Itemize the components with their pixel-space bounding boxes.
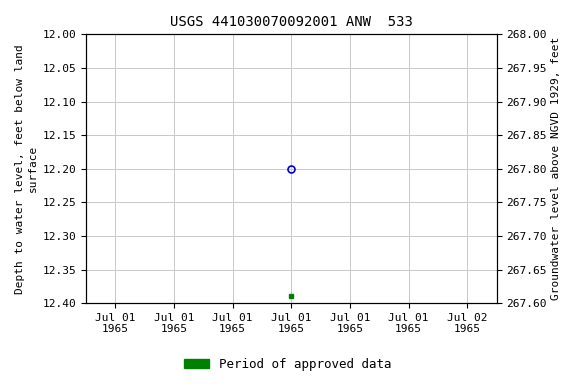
Y-axis label: Groundwater level above NGVD 1929, feet: Groundwater level above NGVD 1929, feet — [551, 37, 561, 300]
Legend: Period of approved data: Period of approved data — [179, 353, 397, 376]
Y-axis label: Depth to water level, feet below land
surface: Depth to water level, feet below land su… — [15, 44, 38, 294]
Title: USGS 441030070092001 ANW  533: USGS 441030070092001 ANW 533 — [170, 15, 412, 29]
